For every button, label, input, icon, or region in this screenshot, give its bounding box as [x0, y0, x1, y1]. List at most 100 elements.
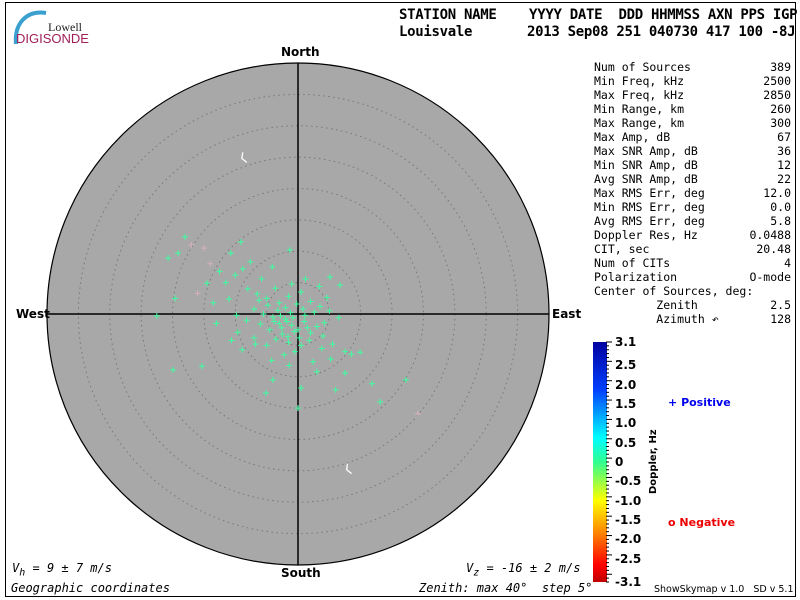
- version-label: ShowSkymap v 1.0 SD v 5.1: [654, 584, 794, 595]
- source-point: [298, 342, 305, 349]
- source-point: [243, 317, 250, 324]
- source-point: [239, 346, 246, 353]
- logo-arc-icon: [13, 10, 47, 45]
- colorbar-title: Doppler, Hz: [648, 429, 659, 494]
- source-point: [278, 324, 285, 331]
- colorbar-tick-label: 2.5: [615, 358, 637, 373]
- stat-value: O-mode: [749, 270, 791, 284]
- stat-label: Avg RMS Err, deg: [594, 214, 705, 228]
- source-point: [288, 322, 295, 329]
- colorbar-tick-label: -1.5: [615, 513, 642, 528]
- plus-icon: +: [668, 396, 678, 409]
- source-point: [285, 339, 292, 346]
- stat-label: Min RMS Err, deg: [594, 200, 705, 214]
- stat-value: 389: [770, 60, 791, 74]
- legend-negative: o Negative: [668, 516, 735, 529]
- stat-row: CIT, sec 20.48: [594, 242, 791, 256]
- source-point: [301, 318, 308, 325]
- stats-panel: Num of Sources 389 Min Freq, kHz 2500 Max Fr…: [594, 60, 791, 326]
- source-point: [257, 321, 264, 328]
- source-point: [313, 323, 320, 330]
- source-point: [279, 331, 286, 338]
- source-point: [342, 348, 349, 355]
- colorbar-tick-label: 3.1: [615, 335, 637, 349]
- source-point: [262, 390, 269, 397]
- source-point: [284, 333, 291, 340]
- source-point: [357, 349, 364, 356]
- source-point: [194, 290, 201, 297]
- source-point: [306, 337, 313, 344]
- source-point: [274, 307, 281, 314]
- source-point: [252, 341, 259, 348]
- source-point: [216, 268, 223, 275]
- source-point: [277, 312, 284, 319]
- source-point: [227, 250, 234, 257]
- source-point: [295, 405, 301, 412]
- stat-value: 67: [777, 130, 791, 144]
- source-point: [288, 280, 295, 287]
- vz-subscript: z: [473, 567, 480, 579]
- source-point: [286, 246, 293, 253]
- source-point: [289, 314, 296, 321]
- stat-value: 2.5: [770, 298, 791, 312]
- logo-lowell: Lowell: [48, 20, 82, 34]
- colorbar-ticks: [606, 341, 612, 583]
- source-point: [228, 337, 235, 344]
- sky-marker-icon: [345, 463, 352, 475]
- vh-subscript: h: [19, 567, 26, 579]
- source-point: [337, 282, 344, 289]
- vh-symbol: V: [12, 561, 20, 575]
- stat-label: Num of Sources: [594, 60, 691, 74]
- stat-label: Max RMS Err, deg: [594, 186, 705, 200]
- source-point: [348, 351, 355, 358]
- stat-label: Polarization: [594, 270, 678, 284]
- source-point: [369, 380, 376, 387]
- stat-row: Avg RMS Err, deg 5.8: [594, 214, 791, 228]
- stat-value: 2850: [763, 88, 791, 102]
- source-point: [377, 398, 384, 405]
- source-point: [316, 303, 323, 310]
- source-point: [332, 386, 339, 393]
- source-point: [182, 233, 189, 240]
- source-point: [310, 358, 317, 365]
- colorbar-tick-label: -2.5: [615, 551, 642, 566]
- source-point: [200, 245, 207, 252]
- source-point: [170, 366, 177, 373]
- colorbar-tick-label: -2.0: [615, 532, 642, 547]
- stat-row: Min Freq, kHz 2500: [594, 74, 791, 88]
- header-columns: STATION NAME YYYY DATE DDD HHMMSS AXN PP…: [399, 7, 798, 23]
- source-point: [327, 273, 334, 280]
- stat-label: Min Freq, kHz: [594, 74, 685, 88]
- source-point: [247, 258, 254, 265]
- stat-value: 5.8: [770, 214, 791, 228]
- stat-label: Min SNR Amp, dB: [594, 158, 698, 172]
- figure-frame: [5, 2, 796, 597]
- stat-row: Max SNR Amp, dB 36: [594, 144, 791, 158]
- source-point: [402, 376, 409, 383]
- source-point: [307, 298, 314, 305]
- colorbar-tick-label: -3.1: [615, 575, 642, 589]
- source-point: [271, 318, 278, 325]
- stat-row: Center of Sources, deg:: [594, 284, 791, 298]
- label-north: North: [281, 45, 320, 59]
- legend-negative-label: Negative: [679, 516, 736, 529]
- stat-label: Center of Sources, deg:: [594, 284, 754, 298]
- stat-row: Min SNR Amp, dB 12: [594, 158, 791, 172]
- source-point: [321, 319, 328, 326]
- source-point: [301, 312, 308, 319]
- source-point: [269, 263, 276, 270]
- source-point: [273, 336, 280, 343]
- stat-label: Max Range, km: [594, 116, 685, 130]
- source-point: [276, 299, 283, 306]
- source-point: [291, 348, 298, 355]
- source-point: [329, 341, 336, 348]
- colorbar-tick-label: 2.0: [615, 377, 637, 392]
- source-point: [281, 351, 288, 358]
- source-point: [237, 238, 244, 245]
- source-point: [414, 410, 421, 417]
- source-point: [327, 356, 334, 363]
- source-point: [225, 295, 232, 302]
- source-point: [256, 297, 263, 304]
- stat-label: Doppler Res, Hz: [594, 228, 698, 242]
- stat-label: Zenith: [594, 298, 698, 312]
